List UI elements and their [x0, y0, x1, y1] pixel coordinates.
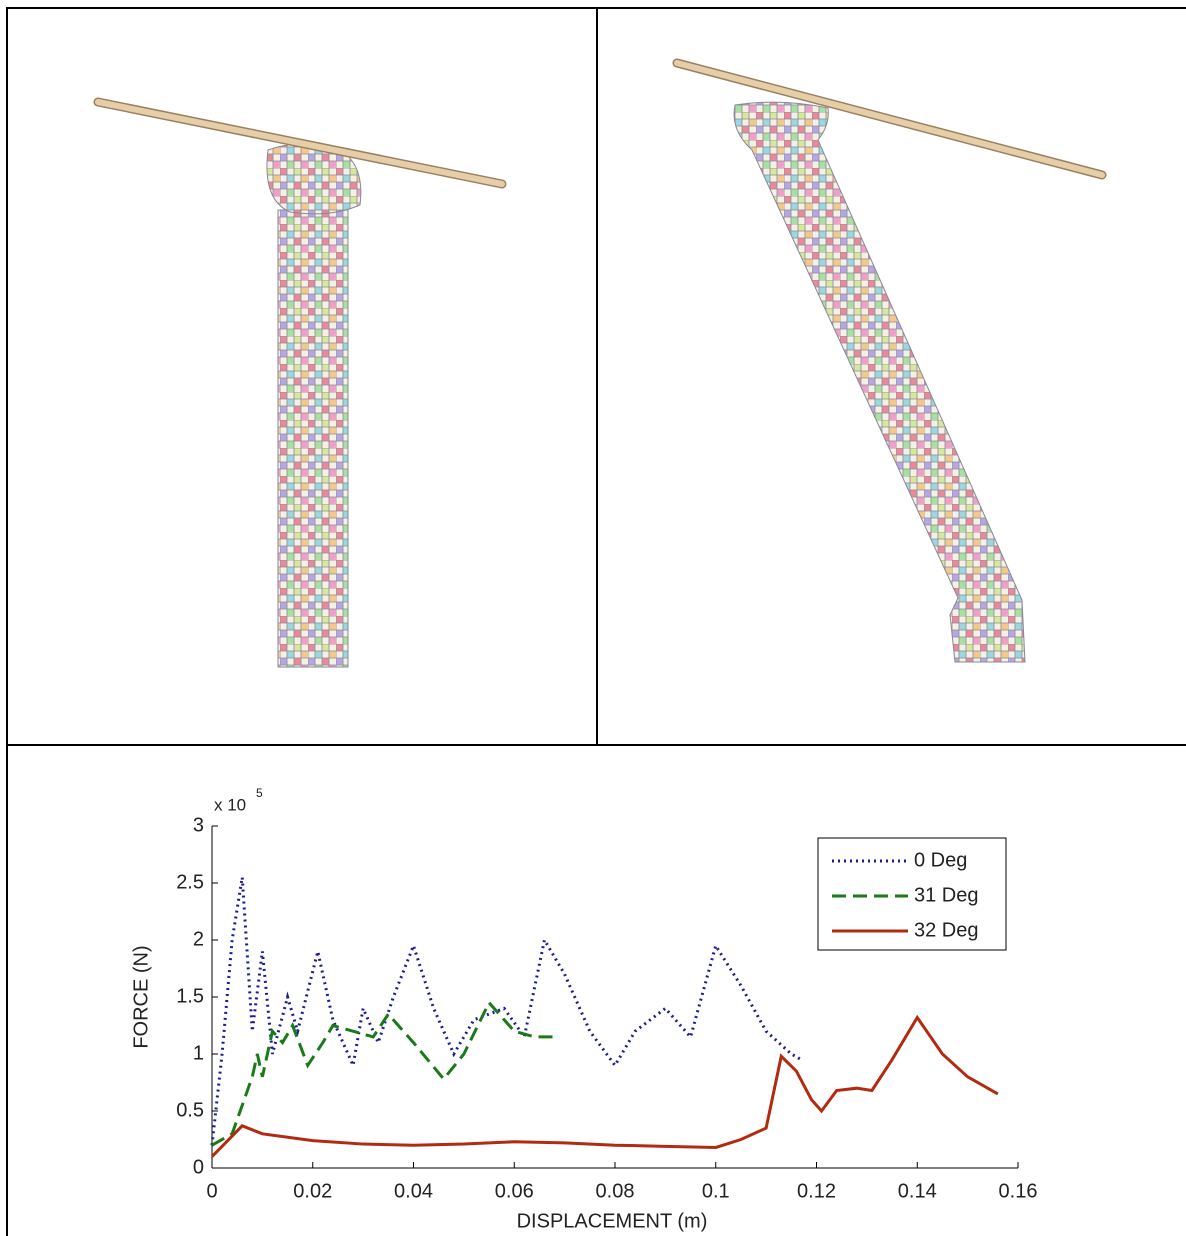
- page: DISPLACEMENT (m) FORCE (N) x 10 5 0 0.02 0…: [0, 0, 1186, 1236]
- y-tick-label: 3: [193, 814, 204, 836]
- column-mesh: [734, 102, 1025, 662]
- x-tick-label: 0: [206, 1180, 217, 1202]
- series-line: [212, 1003, 555, 1145]
- y-tick-label: 0.5: [176, 1099, 204, 1121]
- series-line: [212, 1018, 998, 1157]
- legend-label: 31 Deg: [914, 884, 979, 906]
- y-tick-label: 1.5: [176, 985, 204, 1007]
- simulation-0deg: [98, 102, 502, 667]
- y-axis-label: FORCE (N): [130, 945, 152, 1048]
- x-tick-label: 0.08: [596, 1180, 635, 1202]
- simulation-32deg: [677, 63, 1102, 662]
- x-tick-label: 0.1: [702, 1180, 730, 1202]
- y-multiplier-exponent: 5: [256, 786, 263, 800]
- x-tick-label: 0.02: [293, 1180, 332, 1202]
- x-tick-label: 0.12: [797, 1180, 836, 1202]
- y-tick-label: 2.5: [176, 871, 204, 893]
- x-axis-label: DISPLACEMENT (m): [517, 1210, 708, 1232]
- legend-label: 0 Deg: [914, 849, 967, 871]
- y-multiplier: x 10: [214, 795, 246, 814]
- x-tick-label: 0.04: [394, 1180, 433, 1202]
- legend-label: 32 Deg: [914, 919, 979, 941]
- x-tick-label: 0.06: [495, 1180, 534, 1202]
- x-tick-label: 0.14: [898, 1180, 937, 1202]
- series-line: [212, 877, 801, 1145]
- y-tick-label: 1: [193, 1042, 204, 1064]
- y-tick-label: 0: [193, 1156, 204, 1178]
- chart: DISPLACEMENT (m) FORCE (N) x 10 5 0 0.02 0…: [130, 786, 1037, 1232]
- column-mesh: [278, 210, 348, 667]
- x-tick-label: 0.16: [999, 1180, 1038, 1202]
- y-tick-label: 2: [193, 928, 204, 950]
